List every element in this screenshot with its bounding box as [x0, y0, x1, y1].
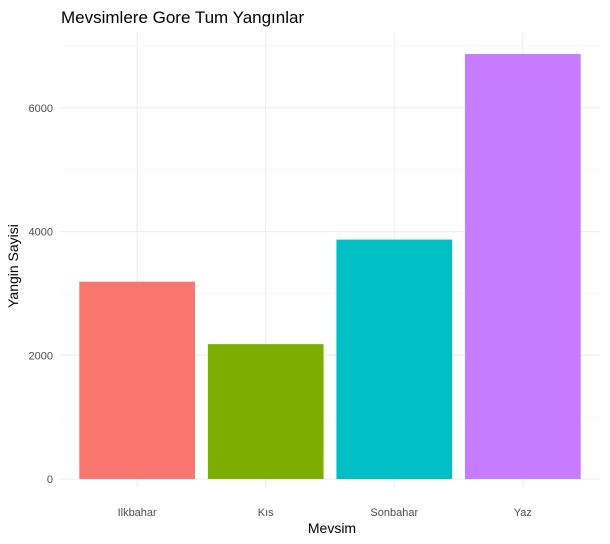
y-axis-ticks: 0 2000 4000 6000: [29, 103, 53, 486]
bars: [79, 54, 581, 479]
y-tick-label: 2000: [29, 350, 53, 362]
x-axis-ticks: Ilkbahar Kıs Sonbahar Yaz: [118, 507, 532, 519]
bar-ilkbahar: [79, 281, 195, 479]
y-tick-label: 0: [47, 474, 53, 486]
bar-yaz: [465, 54, 581, 479]
x-tick-label: Kıs: [258, 507, 274, 519]
x-tick-label: Yaz: [514, 507, 532, 519]
chart-title: Mevsimlere Gore Tum Yangınlar: [61, 8, 304, 27]
bar-kıs: [207, 344, 324, 479]
x-axis-title: Mevsim: [308, 520, 356, 536]
y-tick-label: 4000: [29, 227, 53, 239]
bar-sonbahar: [336, 239, 453, 479]
y-axis-title: Yangin Sayisi: [5, 224, 21, 308]
x-tick-label: Sonbahar: [370, 507, 418, 519]
x-tick-label: Ilkbahar: [118, 507, 157, 519]
y-tick-label: 6000: [29, 103, 53, 115]
